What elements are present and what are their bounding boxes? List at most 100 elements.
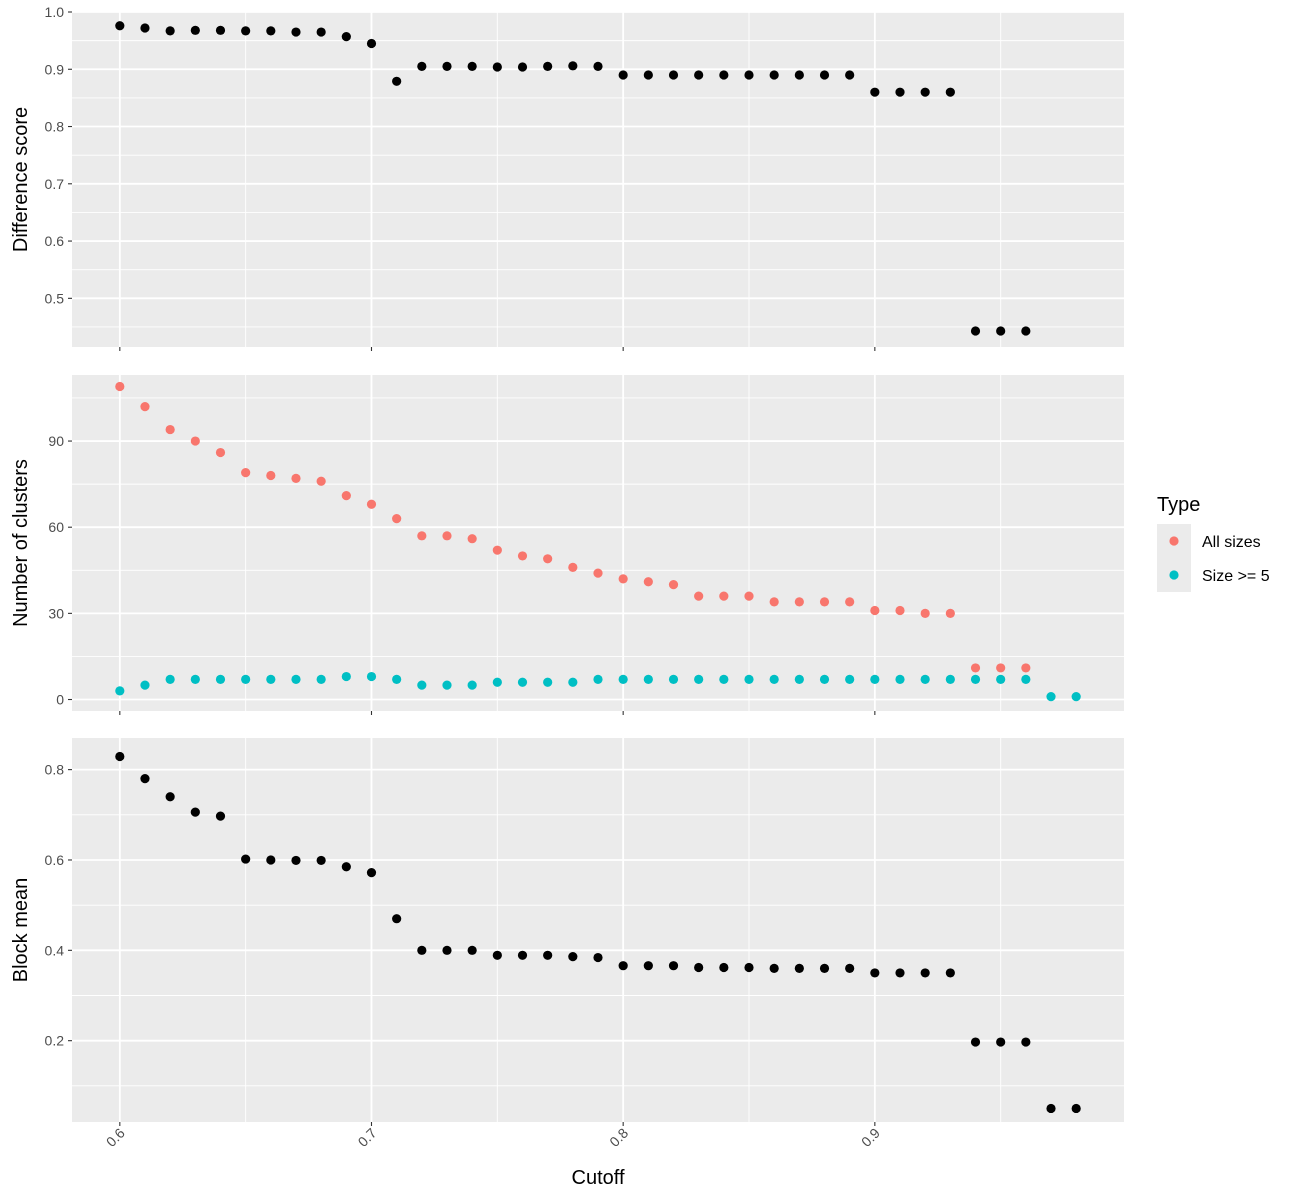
data-point: [643, 577, 653, 587]
data-point: [870, 87, 880, 97]
data-point: [165, 424, 175, 435]
legend-title: Type: [1157, 494, 1200, 516]
data-point: [492, 677, 502, 687]
data-point: [442, 945, 452, 955]
data-point: [316, 476, 326, 486]
data-point: [643, 961, 653, 971]
data-point: [945, 968, 955, 978]
y-tick-label: 0.4: [45, 942, 65, 958]
data-point: [467, 61, 477, 72]
data-point: [1046, 692, 1056, 702]
data-point: [266, 855, 276, 865]
data-point: [492, 545, 502, 555]
data-point: [140, 774, 150, 784]
y-tick-label: 60: [48, 519, 64, 535]
data-point: [215, 674, 226, 685]
y-tick-label: 0.5: [45, 290, 65, 306]
y-tick-label: 0.6: [45, 233, 65, 249]
data-point: [870, 605, 880, 616]
data-point: [895, 87, 905, 97]
data-point: [618, 674, 628, 685]
y-axis-title: Difference score: [10, 107, 32, 252]
data-point: [719, 591, 729, 601]
data-point: [467, 680, 477, 690]
data-point: [845, 963, 855, 974]
data-point: [593, 952, 603, 963]
series-all-sizes: [115, 381, 1031, 673]
panel-3: 0.2 0.4 0.6 0.8 Block mean: [10, 738, 1124, 1126]
y-axis-title: Number of clusters: [10, 459, 32, 627]
data-point: [417, 945, 427, 955]
data-point: [618, 574, 628, 584]
data-point: [794, 674, 804, 685]
data-point: [266, 26, 276, 36]
data-point: [970, 663, 981, 673]
x-tick-label: 0.7: [355, 1125, 380, 1150]
data-point: [543, 950, 553, 960]
data-point: [568, 952, 578, 962]
data-point: [517, 950, 528, 960]
data-point: [1071, 692, 1081, 702]
data-point: [215, 447, 226, 458]
data-point: [492, 950, 502, 960]
data-point: [845, 70, 855, 80]
data-point: [316, 27, 326, 37]
legend: Type All sizes Size >= 5: [1157, 494, 1270, 592]
data-point: [215, 811, 226, 821]
data-point: [769, 963, 779, 974]
data-point: [719, 70, 729, 80]
data-point: [366, 499, 377, 509]
data-point: [568, 61, 578, 71]
data-point: [1021, 326, 1031, 336]
data-point: [769, 70, 779, 80]
data-point: [165, 26, 175, 36]
data-point: [694, 591, 704, 601]
y-tick-label: 0: [56, 692, 64, 708]
data-point: [794, 70, 804, 80]
data-point: [115, 686, 125, 696]
data-point: [543, 61, 553, 72]
data-point: [517, 677, 528, 687]
data-point: [190, 674, 200, 685]
panel-background: [72, 375, 1124, 711]
data-point: [694, 674, 704, 685]
data-point: [593, 674, 603, 685]
data-point: [819, 597, 830, 607]
data-point: [744, 962, 754, 973]
data-point: [996, 1037, 1006, 1047]
data-point: [190, 436, 200, 446]
y-tick-label: 1.0: [45, 4, 65, 20]
data-point: [719, 674, 729, 685]
data-point: [417, 61, 427, 72]
data-point: [1021, 1037, 1031, 1047]
data-point: [517, 551, 528, 561]
data-point: [945, 608, 955, 618]
data-point: [1071, 1103, 1081, 1114]
data-point: [543, 554, 553, 564]
data-point: [870, 674, 880, 685]
data-point: [115, 751, 125, 762]
data-point: [341, 32, 351, 42]
x-tick-label: 0.8: [606, 1125, 631, 1150]
chart-panels: 0.5 0.6 0.7 0.8 0.9 1.0 Difference score 0 30 60 9…: [10, 4, 1124, 1126]
y-tick-label: 0.7: [45, 176, 65, 192]
data-point: [1046, 1103, 1056, 1114]
data-point: [996, 674, 1006, 685]
data-point: [241, 26, 251, 36]
data-point: [970, 326, 981, 336]
data-point: [190, 25, 200, 35]
data-point: [668, 580, 679, 590]
y-tick-label: 0.9: [45, 61, 65, 77]
data-point: [366, 671, 377, 682]
data-point: [568, 562, 578, 573]
data-point: [291, 473, 301, 483]
data-point: [392, 914, 402, 924]
data-point: [668, 961, 679, 971]
y-tick-label: 0.8: [45, 119, 65, 135]
data-point: [618, 70, 628, 80]
series-size-5: [115, 671, 1081, 702]
data-point: [870, 968, 880, 978]
data-point: [819, 963, 830, 974]
y-tick-label: 30: [48, 605, 64, 621]
